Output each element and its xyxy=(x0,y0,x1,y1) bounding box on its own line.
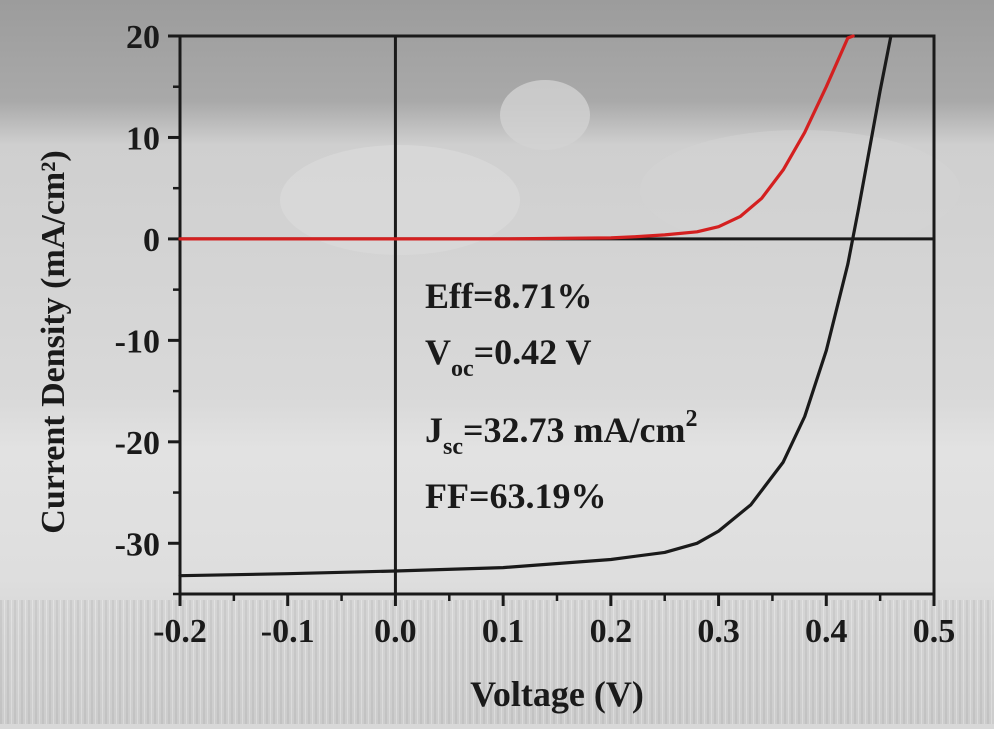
series-line-dark xyxy=(178,34,855,241)
annotation-voc-prefix: V xyxy=(425,332,451,372)
annotation-jsc-sub: sc xyxy=(443,434,463,460)
x-tick-label: 0.0 xyxy=(374,613,417,650)
annotation-voc-value: =0.42 V xyxy=(474,332,592,372)
annotation-voc-sub: oc xyxy=(451,356,474,382)
y-tick-label: 20 xyxy=(126,19,160,56)
background-blob xyxy=(280,145,520,255)
x-tick-label: 0.4 xyxy=(805,613,848,650)
axis-ticks: -0.2 -0.1 0.0 0.1 0.2 0.3 0.4 0.5 20 10 0 -10 -20 -30 xyxy=(115,19,956,650)
background-texture xyxy=(0,600,994,724)
y-tick-label: -10 xyxy=(115,323,160,360)
background-blob xyxy=(640,130,960,250)
x-tick-label: 0.3 xyxy=(697,613,740,650)
annotation-voc: Voc=0.42 V xyxy=(425,332,592,382)
x-tick-label: 0.5 xyxy=(913,613,956,650)
series-line-illuminated xyxy=(178,34,893,578)
annotation-block: Eff=8.71% Voc=0.42 V Jsc=32.73 mA/cm2 FF… xyxy=(425,276,697,516)
annotation-jsc-value: =32.73 mA/cm xyxy=(463,410,685,450)
x-tick-label: 0.1 xyxy=(482,613,525,650)
x-tick-label: -0.2 xyxy=(153,613,207,650)
background-blob xyxy=(500,80,590,150)
y-tick-label: -20 xyxy=(115,425,160,462)
annotation-jsc: Jsc=32.73 mA/cm2 xyxy=(425,406,697,460)
annotation-eff: Eff=8.71% xyxy=(425,276,593,316)
y-tick-label: 0 xyxy=(143,222,160,259)
y-axis-label: Current Density (mA/cm²) xyxy=(35,150,72,533)
x-axis-label: Voltage (V) xyxy=(470,674,644,714)
y-tick-label: -30 xyxy=(115,526,160,563)
x-tick-label: 0.2 xyxy=(590,613,633,650)
x-tick-label: -0.1 xyxy=(261,613,315,650)
annotation-jsc-sup: 2 xyxy=(685,406,697,432)
annotation-ff: FF=63.19% xyxy=(425,476,607,516)
annotation-jsc-prefix: J xyxy=(425,410,443,450)
y-tick-label: 10 xyxy=(126,120,160,157)
series-group xyxy=(178,34,893,578)
